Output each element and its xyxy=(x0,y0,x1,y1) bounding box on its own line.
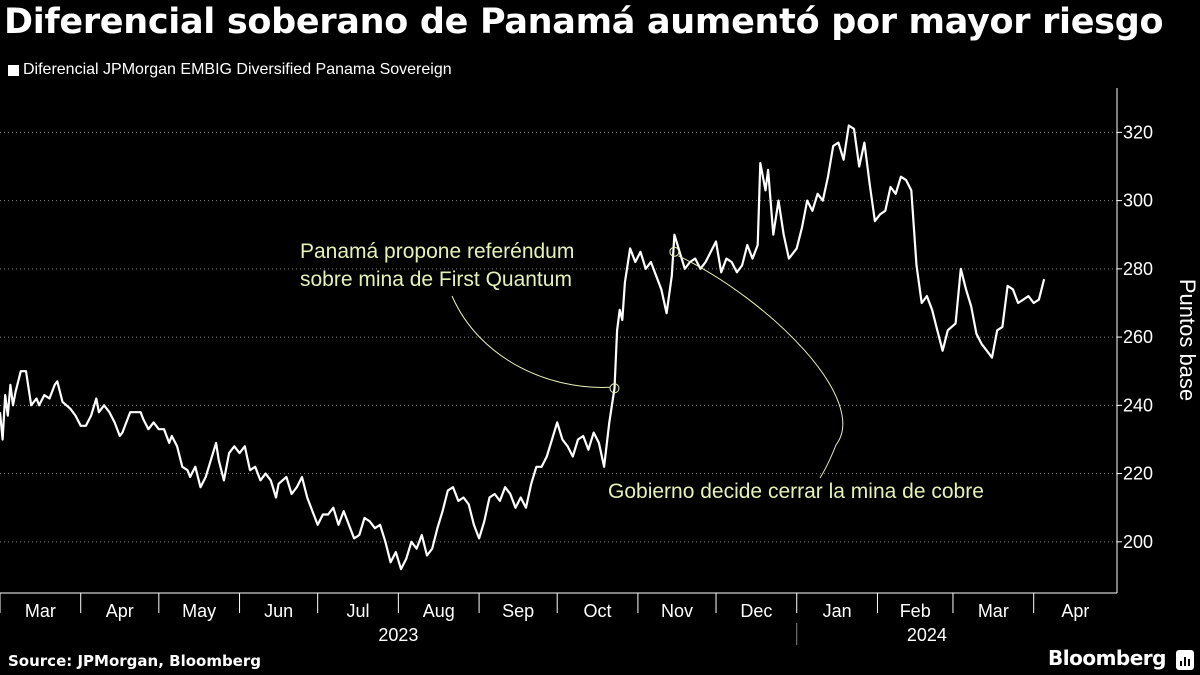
y-tick-label: 220 xyxy=(1123,464,1153,484)
x-month-label: Mar xyxy=(978,601,1009,621)
annotation-connector xyxy=(451,295,610,388)
annotation-marker xyxy=(669,246,680,257)
x-month-label: Oct xyxy=(584,601,612,621)
x-month-label: Dec xyxy=(740,601,772,621)
annotation-marker xyxy=(609,383,620,394)
x-month-label: Apr xyxy=(1061,601,1089,621)
x-month-label: Sep xyxy=(502,601,534,621)
y-tick-label: 280 xyxy=(1123,259,1153,279)
x-month-label: May xyxy=(182,601,216,621)
chart-title: Diferencial soberano de Panamá aumentó p… xyxy=(4,2,1164,42)
x-month-label: Nov xyxy=(661,601,693,621)
y-tick-label: 300 xyxy=(1123,191,1153,211)
y-tick-label: 260 xyxy=(1123,327,1153,347)
chart-source: Source: JPMorgan, Bloomberg xyxy=(8,652,261,670)
x-month-label: Jul xyxy=(347,601,370,621)
bloomberg-bar-chart-icon xyxy=(1176,650,1194,670)
x-year-label: 2023 xyxy=(378,625,418,645)
annotation-text: sobre mina de First Quantum xyxy=(300,268,572,291)
legend-label: Diferencial JPMorgan EMBIG Diversified P… xyxy=(23,61,452,78)
y-tick-label: 320 xyxy=(1123,122,1153,142)
x-month-label: Apr xyxy=(106,601,134,621)
x-month-label: Mar xyxy=(25,601,56,621)
y-tick-label: 240 xyxy=(1123,395,1153,415)
annotation-text: Gobierno decide cerrar la mina de cobre xyxy=(608,480,984,503)
x-month-label: Aug xyxy=(423,601,455,621)
brand-logo: Bloomberg xyxy=(1048,646,1166,670)
series-line xyxy=(0,124,1046,571)
y-axis-label: Puntos base xyxy=(1175,279,1200,401)
chart-legend: Diferencial JPMorgan EMBIG Diversified P… xyxy=(8,61,452,79)
y-tick-label: 200 xyxy=(1123,532,1153,552)
x-month-label: Jan xyxy=(823,601,852,621)
annotation-text: Panamá propone referéndum xyxy=(300,240,574,263)
x-year-label: 2024 xyxy=(907,625,947,645)
legend-swatch xyxy=(8,64,19,76)
x-month-label: Feb xyxy=(900,601,931,621)
x-month-label: Jun xyxy=(264,601,293,621)
annotation-connector xyxy=(678,255,844,479)
